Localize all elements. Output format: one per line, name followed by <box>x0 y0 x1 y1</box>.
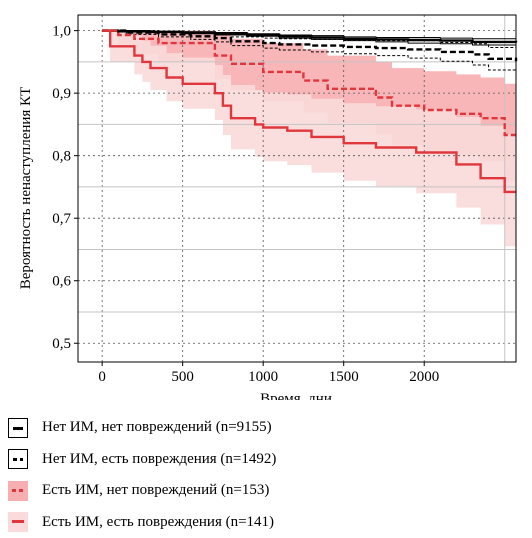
y-tick-label: 1,0 <box>52 24 71 40</box>
y-axis-label: Вероятность ненаступления КТ <box>18 87 34 289</box>
x-tick-label: 500 <box>171 369 194 385</box>
km-chart: 0 500 1000 1500 2000 0,5 0,6 0,7 0,8 0,9 1,0 Время… <box>0 0 532 400</box>
legend-item: Есть ИМ, есть повреждения (n=141) <box>8 507 276 538</box>
x-tick-label: 1000 <box>248 369 278 385</box>
legend-key-icon <box>8 418 28 438</box>
legend-label: Нет ИМ, нет повреждений (n=9155) <box>42 419 272 436</box>
y-tick-label: 0,7 <box>52 211 71 227</box>
confidence-bands <box>102 31 516 247</box>
y-tick-label: 0,9 <box>52 86 71 102</box>
legend-label: Нет ИМ, есть повреждения (n=1492) <box>42 451 276 468</box>
legend-key-icon <box>8 512 28 532</box>
y-tick-label: 0,5 <box>52 336 71 352</box>
legend-line-icon <box>13 427 23 430</box>
legend-item: Есть ИМ, нет повреждений (n=153) <box>8 475 276 507</box>
legend-key-icon <box>8 481 28 501</box>
legend-line-icon <box>13 458 23 461</box>
legend-item: Нет ИМ, есть повреждения (n=1492) <box>8 444 276 476</box>
legend-item: Нет ИМ, нет повреждений (n=9155) <box>8 412 276 444</box>
x-tick-label: 2000 <box>409 369 439 385</box>
x-tick-label: 1500 <box>329 369 359 385</box>
x-axis-label: Время, дни <box>260 391 332 400</box>
legend-line-icon <box>12 489 24 492</box>
legend: Нет ИМ, нет повреждений (n=9155) Нет ИМ,… <box>8 412 276 538</box>
legend-key-icon <box>8 449 28 469</box>
y-tick-label: 0,8 <box>52 149 71 165</box>
legend-line-icon <box>12 520 24 523</box>
legend-label: Есть ИМ, есть повреждения (n=141) <box>42 514 274 531</box>
x-tick-label: 0 <box>98 369 106 385</box>
legend-label: Есть ИМ, нет повреждений (n=153) <box>42 482 269 499</box>
y-tick-label: 0,6 <box>52 274 71 290</box>
